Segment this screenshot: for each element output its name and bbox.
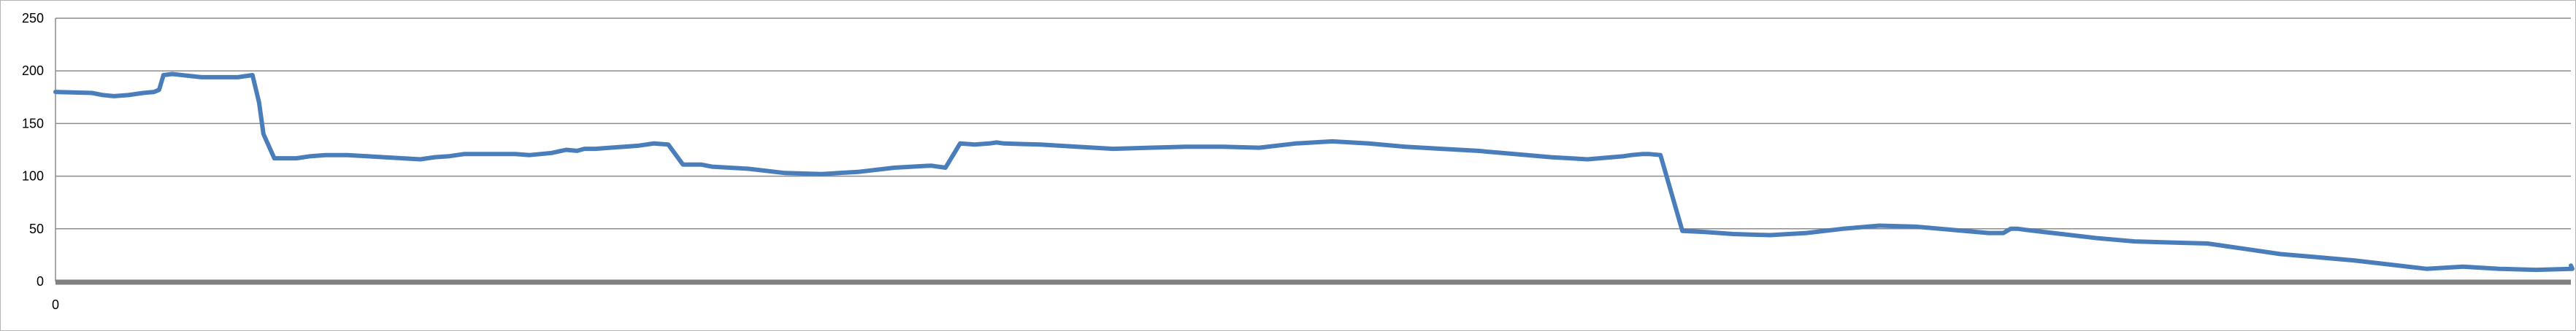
x-axis-tick-labels: 0 xyxy=(52,297,59,312)
y-tick-label-100: 100 xyxy=(22,169,44,184)
y-axis-tick-labels: 0 50 100 150 200 250 xyxy=(22,11,44,289)
series-line xyxy=(53,71,2575,273)
gridlines xyxy=(55,17,2571,281)
y-tick-label-200: 200 xyxy=(22,63,44,78)
y-tick-label-250: 250 xyxy=(22,11,44,26)
y-tick-label-0: 0 xyxy=(37,274,44,289)
y-tick-label-150: 150 xyxy=(22,116,44,131)
x-tick-label-0: 0 xyxy=(52,297,59,312)
series-group xyxy=(53,71,2575,273)
y-tick-label-50: 50 xyxy=(29,222,44,236)
